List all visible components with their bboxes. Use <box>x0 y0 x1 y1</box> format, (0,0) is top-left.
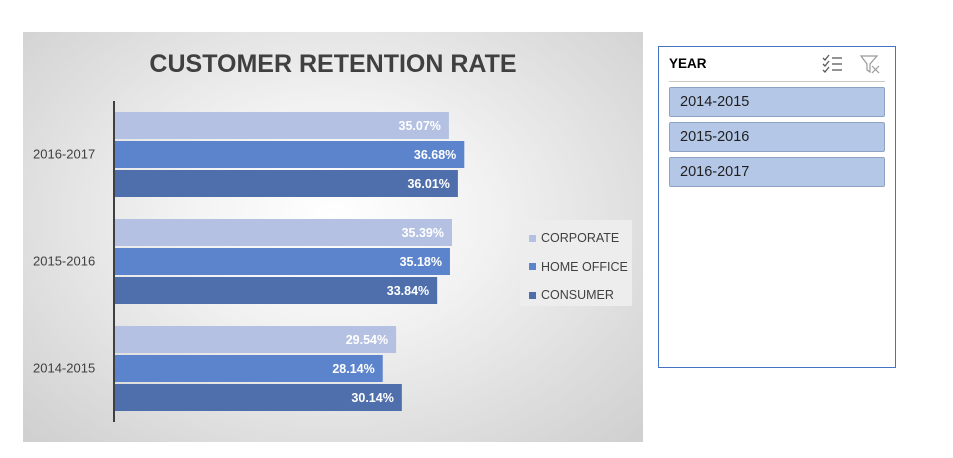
legend-item-home-office: HOME OFFICE <box>520 253 632 282</box>
legend-swatch-corporate <box>529 234 536 242</box>
bar-corporate-2016-2017 <box>114 112 449 139</box>
data-label-corporate-2014-2015: 29.54% <box>346 333 388 347</box>
data-label-consumer-2016-2017: 36.01% <box>407 177 449 191</box>
chart-panel: CUSTOMER RETENTION RATE 2016-2017 35.07% 3… <box>23 32 643 442</box>
data-label-consumer-2014-2015: 30.14% <box>351 391 393 405</box>
legend-label-corporate: CORPORATE <box>541 231 620 246</box>
slicer-item-2016-2017[interactable]: 2016-2017 <box>669 157 885 187</box>
bar-home-office-2015-2016 <box>114 248 450 275</box>
bar-home-office-2016-2017 <box>114 141 465 168</box>
bar-consumer-2014-2015 <box>114 384 402 411</box>
legend-item-consumer: CONSUMER <box>520 281 632 310</box>
bar-corporate-2014-2015 <box>114 326 397 353</box>
bars-layer: 2016-2017 35.07% 36.68% 36.01% 2015-2016 35.3… <box>33 112 465 411</box>
bar-consumer-2016-2017 <box>114 170 458 197</box>
slicer-items: 2014-2015 2015-2016 2016-2017 <box>659 82 895 187</box>
bar-home-office-2014-2015 <box>114 355 383 382</box>
category-label-2014-2015: 2014-2015 <box>33 361 95 376</box>
slicer-item-2014-2015[interactable]: 2014-2015 <box>669 87 885 117</box>
multi-select-icon[interactable] <box>821 53 843 75</box>
legend-swatch-consumer <box>529 291 536 299</box>
slicer-item-2015-2016[interactable]: 2015-2016 <box>669 122 885 152</box>
chart-legend: CORPORATE HOME OFFICE CONSUMER <box>520 220 632 306</box>
bar-chart: CUSTOMER RETENTION RATE 2016-2017 35.07% 3… <box>33 50 517 422</box>
data-label-home-office-2015-2016: 35.18% <box>400 255 442 269</box>
bar-corporate-2015-2016 <box>114 219 452 246</box>
clear-filter-icon[interactable] <box>859 53 881 75</box>
legend-label-home-office: HOME OFFICE <box>541 259 628 274</box>
category-label-2015-2016: 2015-2016 <box>33 254 95 269</box>
slicer-header: YEAR <box>669 47 885 82</box>
bar-consumer-2015-2016 <box>114 277 438 304</box>
slicer-title: YEAR <box>669 56 707 71</box>
data-label-corporate-2016-2017: 35.07% <box>399 119 441 133</box>
legend-label-consumer: CONSUMER <box>541 288 614 303</box>
legend-item-corporate: CORPORATE <box>520 224 632 253</box>
chart-title: CUSTOMER RETENTION RATE <box>149 50 516 78</box>
data-label-consumer-2015-2016: 33.84% <box>387 284 429 298</box>
year-slicer[interactable]: YEAR 2014-2015 2015-2016 2016-2017 <box>658 46 896 368</box>
legend-swatch-home-office <box>529 263 536 271</box>
data-label-corporate-2015-2016: 35.39% <box>402 226 444 240</box>
data-label-home-office-2016-2017: 36.68% <box>414 148 456 162</box>
category-label-2016-2017: 2016-2017 <box>33 147 95 162</box>
data-label-home-office-2014-2015: 28.14% <box>332 362 374 376</box>
